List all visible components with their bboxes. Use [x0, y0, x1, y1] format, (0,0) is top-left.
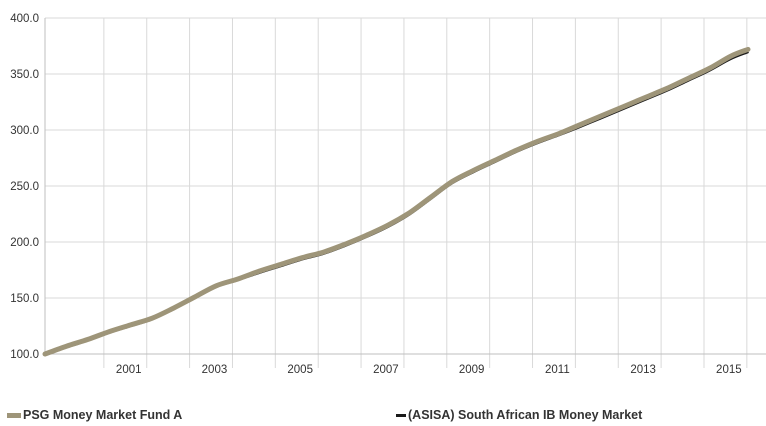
- y-axis-tick-labels: 100.0 150.0 200.0 250.0 300.0 350.0 400.0: [10, 13, 39, 361]
- legend-swatch-psg: [7, 412, 21, 418]
- x-tick-label: 2001: [116, 364, 142, 376]
- legend-item-asisa: (ASISA) South African IB Money Market: [396, 405, 642, 425]
- legend-swatch-asisa: [396, 413, 406, 417]
- x-tick-label: 2005: [287, 364, 313, 376]
- y-tick-label: 150.0: [10, 293, 39, 305]
- y-tick-label: 250.0: [10, 181, 39, 193]
- gridlines: [45, 17, 766, 368]
- legend-label-psg: PSG Money Market Fund A: [23, 408, 183, 422]
- legend-item-psg: PSG Money Market Fund A: [7, 405, 182, 425]
- y-tick-label: 400.0: [10, 13, 39, 25]
- y-tick-label: 200.0: [10, 237, 39, 249]
- legend-label-asisa: (ASISA) South African IB Money Market: [408, 408, 643, 422]
- y-tick-label: 350.0: [10, 69, 39, 81]
- y-tick-label: 300.0: [10, 125, 39, 137]
- x-tick-label: 2011: [545, 364, 570, 376]
- axes: [44, 18, 766, 355]
- x-tick-label: 2013: [630, 364, 656, 376]
- x-tick-label: 2009: [459, 364, 485, 376]
- x-tick-label: 2003: [202, 364, 228, 376]
- line-chart: 100.0 150.0 200.0 250.0 300.0 350.0 400.0 2001…: [10, 13, 766, 376]
- x-tick-label: 2015: [716, 364, 742, 376]
- y-tick-label: 100.0: [10, 349, 39, 361]
- series-lines: [42, 46, 751, 357]
- series-line-psg: [42, 46, 751, 357]
- x-tick-label: 2007: [373, 364, 399, 376]
- x-axis-tick-labels: 2001 2003 2005 2007 2009 2011 2013 2015: [116, 364, 742, 376]
